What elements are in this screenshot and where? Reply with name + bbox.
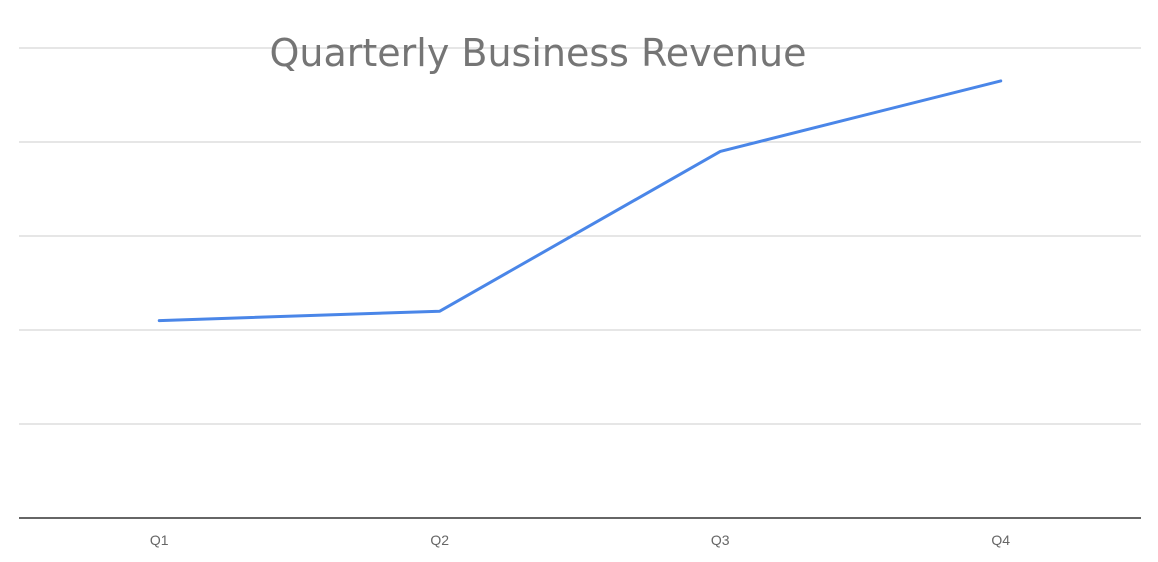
x-tick-label: Q4 (991, 532, 1010, 548)
x-axis-tick-labels: Q1 Q2 Q3 Q4 (150, 532, 1010, 548)
x-tick-label: Q2 (430, 532, 449, 548)
gridlines (19, 47, 1141, 425)
series-layer (157, 79, 1003, 323)
x-tick-label: Q3 (711, 532, 730, 548)
series-line (157, 79, 1003, 323)
x-tick-label: Q1 (150, 532, 169, 548)
chart-title: Quarterly Business Revenue (269, 31, 806, 75)
